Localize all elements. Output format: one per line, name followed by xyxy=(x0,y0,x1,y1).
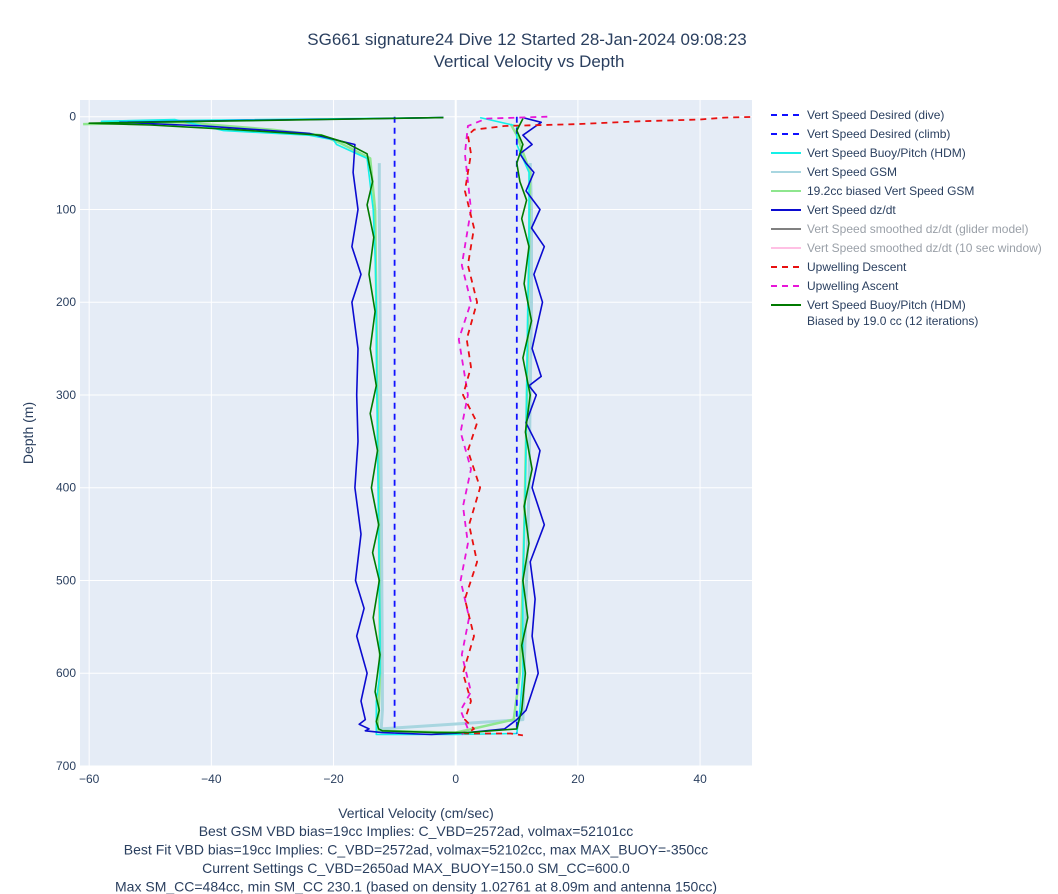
y-tick-label: 100 xyxy=(56,202,76,216)
legend-label: Vert Speed GSM xyxy=(807,165,897,179)
y-axis-ticks: 0 100 200 300 400 500 600 700 xyxy=(56,110,76,773)
legend-label: Biased by 19.0 cc (12 iterations) xyxy=(807,314,978,328)
series-line xyxy=(462,116,752,737)
chart-title-line-1: SG661 signature24 Dive 12 Started 28-Jan… xyxy=(307,30,746,49)
x-tick-label: 40 xyxy=(693,772,707,786)
x-tick-label: 0 xyxy=(452,772,459,786)
x-axis-title: Vertical Velocity (cm/sec) xyxy=(338,805,494,821)
legend-item[interactable]: Vert Speed Buoy/Pitch (HDM) xyxy=(771,146,966,160)
legend-label: Upwelling Descent xyxy=(807,260,907,274)
y-tick-label: 600 xyxy=(56,666,76,680)
legend-label: Vert Speed Desired (dive) xyxy=(807,108,944,122)
y-axis-title: Depth (m) xyxy=(20,402,36,464)
y-tick-label: 300 xyxy=(56,388,76,402)
legend-item[interactable]: Upwelling Descent xyxy=(771,260,907,274)
y-tick-label: 200 xyxy=(56,295,76,309)
series-lines xyxy=(83,115,752,737)
series-line xyxy=(457,115,548,736)
legend-item[interactable]: Vert Speed Desired (climb) xyxy=(771,127,950,141)
legend-label: Vert Speed Desired (climb) xyxy=(807,127,950,141)
annotation-line: Best GSM VBD bias=19cc Implies: C_VBD=25… xyxy=(199,823,634,839)
legend-item[interactable]: Upwelling Ascent xyxy=(771,279,899,293)
annotation-line: Current Settings C_VBD=2650ad MAX_BUOY=1… xyxy=(202,860,630,876)
x-tick-label: 20 xyxy=(571,772,585,786)
x-tick-label: −40 xyxy=(201,772,222,786)
chart-annotations: Best GSM VBD bias=19cc Implies: C_VBD=25… xyxy=(115,823,717,894)
series-line xyxy=(118,116,546,736)
legend-item[interactable]: 19.2cc biased Vert Speed GSM xyxy=(771,184,974,198)
series-line xyxy=(88,116,533,734)
x-tick-label: −20 xyxy=(323,772,344,786)
legend-item[interactable]: Vert Speed Buoy/Pitch (HDM) Biased by 19.… xyxy=(771,298,978,328)
y-tick-label: 500 xyxy=(56,573,76,587)
legend-label: Vert Speed Buoy/Pitch (HDM) xyxy=(807,298,966,312)
legend-label: Vert Speed smoothed dz/dt (glider model) xyxy=(807,222,1028,236)
legend-item[interactable]: Vert Speed dz/dt xyxy=(771,203,896,217)
legend-item[interactable]: Vert Speed smoothed dz/dt (10 sec window… xyxy=(771,241,1042,255)
legend-item[interactable]: Vert Speed smoothed dz/dt (glider model) xyxy=(771,222,1028,236)
legend[interactable]: Vert Speed Desired (dive) Vert Speed Desi… xyxy=(771,108,1042,328)
y-tick-label: 700 xyxy=(56,759,76,773)
series-line xyxy=(100,116,530,736)
legend-item[interactable]: Vert Speed GSM xyxy=(771,165,897,179)
legend-item[interactable]: Vert Speed Desired (dive) xyxy=(771,108,944,122)
legend-label: 19.2cc biased Vert Speed GSM xyxy=(807,184,974,198)
y-tick-label: 0 xyxy=(69,110,76,124)
plot-area xyxy=(80,100,752,766)
legend-label: Vert Speed dz/dt xyxy=(807,203,896,217)
y-tick-label: 400 xyxy=(56,481,76,495)
legend-label: Vert Speed smoothed dz/dt (10 sec window… xyxy=(807,241,1042,255)
legend-label: Vert Speed Buoy/Pitch (HDM) xyxy=(807,146,966,160)
x-axis-ticks: −60 −40 −20 0 20 40 xyxy=(79,772,707,786)
annotation-line: Best Fit VBD bias=19cc Implies: C_VBD=25… xyxy=(124,842,708,858)
chart-title-line-2: Vertical Velocity vs Depth xyxy=(434,52,625,71)
annotation-line: Max SM_CC=484cc, min SM_CC 230.1 (based … xyxy=(115,879,717,894)
legend-label: Upwelling Ascent xyxy=(807,279,899,293)
x-tick-label: −60 xyxy=(79,772,100,786)
grid-lines xyxy=(80,100,752,767)
